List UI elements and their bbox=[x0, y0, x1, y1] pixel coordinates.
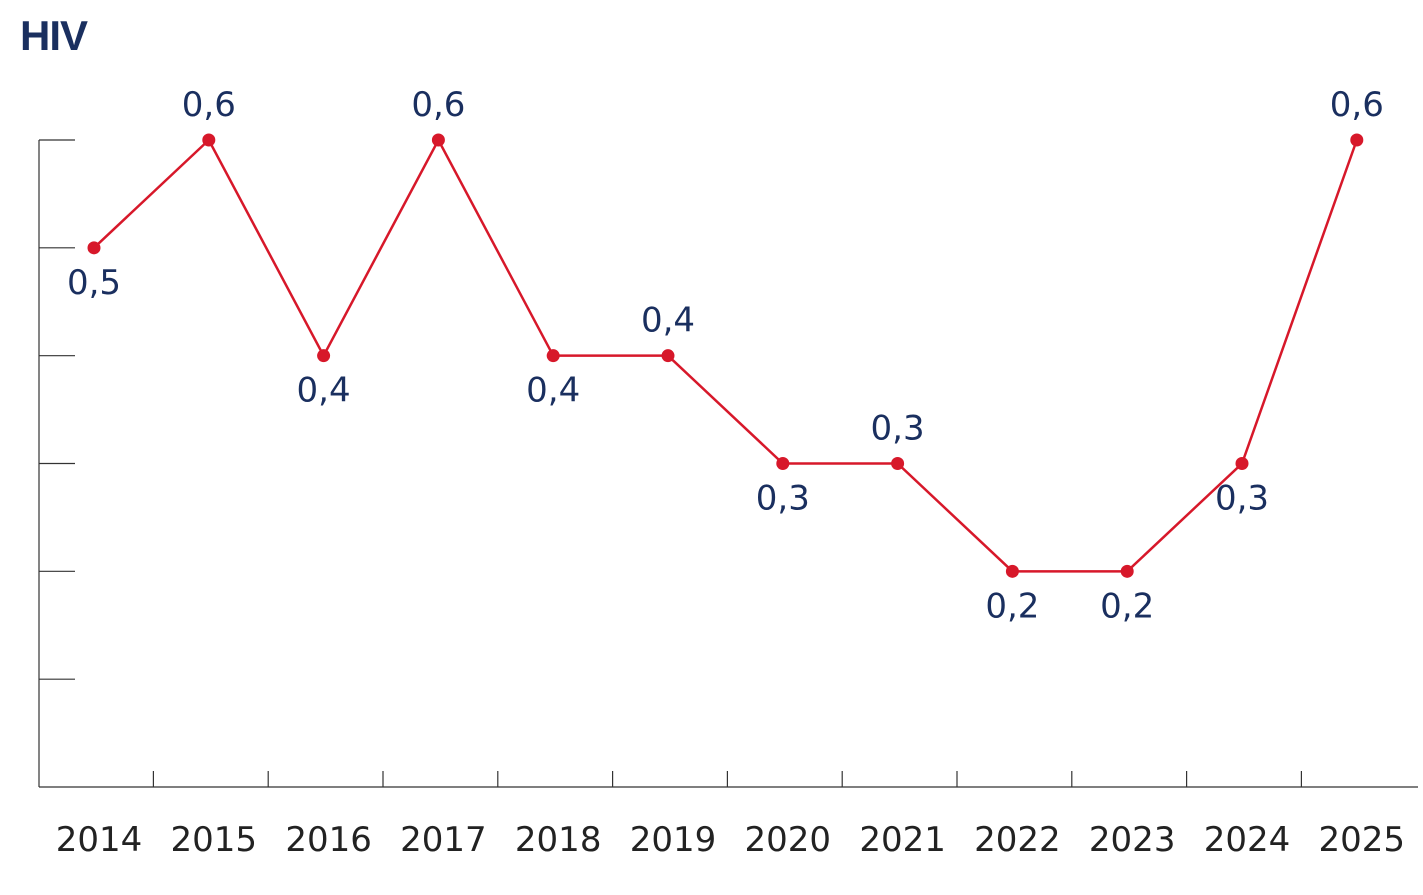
x-tick-label-2014: 2014 bbox=[56, 820, 143, 860]
data-label-2022: 0,2 bbox=[985, 586, 1039, 626]
data-label-2025: 0,6 bbox=[1330, 85, 1384, 125]
data-label-2015: 0,6 bbox=[182, 85, 236, 125]
data-point-2014 bbox=[87, 241, 101, 255]
data-label-2017: 0,6 bbox=[411, 85, 465, 125]
x-tick-label-2019: 2019 bbox=[630, 820, 717, 860]
x-tick-label-2023: 2023 bbox=[1089, 820, 1176, 860]
data-label-2020: 0,3 bbox=[756, 479, 810, 519]
data-point-2022 bbox=[1005, 564, 1019, 578]
data-point-2020 bbox=[776, 457, 790, 470]
data-point-2023 bbox=[1120, 564, 1134, 578]
data-point-2018 bbox=[546, 349, 560, 363]
labels-layer: 2014 2015 2016 2017 2018 2019 2020 2021 2022 2023… bbox=[56, 85, 1405, 860]
data-point-2019 bbox=[661, 349, 675, 363]
data-point-2025 bbox=[1350, 133, 1364, 147]
data-label-2018: 0,4 bbox=[526, 371, 580, 411]
x-tick-label-2018: 2018 bbox=[515, 820, 602, 860]
x-tick-label-2021: 2021 bbox=[859, 820, 946, 860]
x-tick-label-2020: 2020 bbox=[745, 820, 832, 860]
x-tick-label-2015: 2015 bbox=[171, 820, 258, 860]
data-label-2023: 0,2 bbox=[1100, 586, 1154, 626]
data-label-2024: 0,3 bbox=[1215, 479, 1269, 519]
x-tick-label-2022: 2022 bbox=[974, 820, 1061, 860]
chart-title: HIV bbox=[20, 12, 88, 59]
x-tick-label-2024: 2024 bbox=[1204, 820, 1291, 860]
series-line bbox=[93, 137, 1358, 573]
series-layer bbox=[87, 133, 1364, 578]
x-tick-label-2016: 2016 bbox=[285, 820, 372, 860]
data-label-2016: 0,4 bbox=[297, 371, 351, 411]
data-point-2015 bbox=[202, 133, 216, 147]
axes bbox=[38, 139, 1418, 788]
data-label-2019: 0,4 bbox=[641, 301, 695, 341]
data-point-2017 bbox=[431, 133, 445, 147]
data-point-2016 bbox=[317, 349, 331, 363]
data-label-2021: 0,3 bbox=[871, 409, 925, 449]
x-tick-label-2025: 2025 bbox=[1319, 820, 1406, 860]
x-tick-label-2017: 2017 bbox=[400, 820, 487, 860]
data-label-2014: 0,5 bbox=[67, 263, 121, 303]
data-point-2024 bbox=[1235, 457, 1249, 470]
data-point-2021 bbox=[891, 457, 905, 470]
